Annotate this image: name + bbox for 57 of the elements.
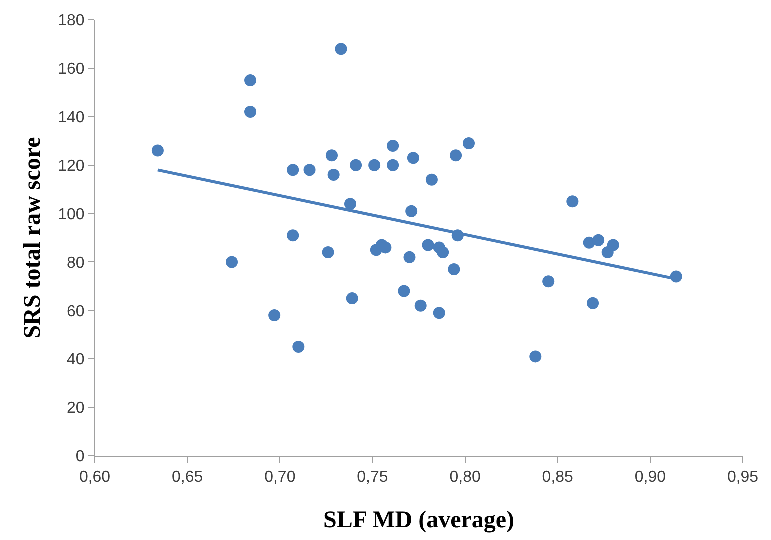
point [387, 159, 400, 172]
point [422, 239, 434, 252]
point [607, 239, 620, 252]
point [244, 106, 257, 118]
point [368, 159, 381, 172]
x-tick-label: 0,75 [357, 469, 388, 486]
point [433, 307, 446, 320]
point [406, 205, 418, 218]
point [448, 263, 460, 276]
point [152, 144, 164, 157]
point [592, 234, 605, 246]
point [426, 174, 438, 186]
point [437, 246, 450, 259]
x-tick-label: 0,65 [172, 469, 204, 486]
y-tick-label: 180 [58, 12, 85, 30]
point [387, 140, 400, 152]
point [268, 310, 281, 322]
x-tick-label: 0,85 [542, 469, 574, 486]
point [462, 138, 475, 150]
point [328, 169, 340, 182]
point [530, 350, 542, 363]
point [326, 150, 338, 162]
point [404, 251, 416, 264]
point [450, 150, 462, 162]
y-tick-label: 160 [58, 61, 85, 78]
point [407, 152, 420, 164]
x-tick-label: 0,60 [79, 469, 111, 486]
y-tick-label: 60 [67, 303, 85, 320]
x-tick-label: 0,90 [634, 469, 666, 486]
point [226, 256, 238, 268]
y-axis-title: SRS total raw score [20, 136, 46, 339]
point [346, 292, 358, 305]
point [344, 198, 356, 210]
y-tick-label: 0 [76, 448, 85, 466]
point [542, 276, 555, 288]
y-tick-label: 40 [67, 352, 85, 369]
point [287, 164, 300, 176]
x-axis-title: SLF MD (average) [323, 508, 515, 534]
y-tick-label: 140 [58, 109, 85, 126]
y-tick-label: 100 [58, 206, 85, 224]
x-tick-label: 0,95 [727, 469, 759, 486]
point [304, 164, 316, 176]
point [414, 300, 427, 312]
point [587, 297, 600, 310]
point [322, 246, 334, 259]
y-tick-label: 20 [67, 400, 85, 418]
x-tick-label: 0,70 [264, 469, 296, 486]
y-tick-label: 120 [58, 158, 85, 175]
y-tick-label: 80 [67, 254, 85, 272]
point [350, 159, 362, 172]
point [566, 196, 579, 208]
point [335, 43, 348, 56]
point [292, 341, 305, 353]
point [287, 230, 300, 242]
point [244, 74, 257, 87]
x-tick-label: 0,80 [450, 469, 481, 486]
point [398, 285, 410, 298]
